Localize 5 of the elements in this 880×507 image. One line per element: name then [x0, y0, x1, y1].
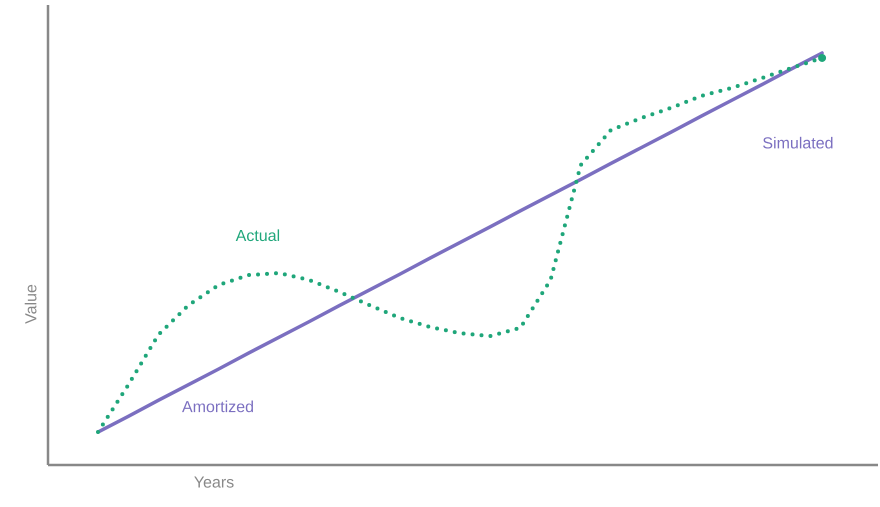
- x-axis-title: Years: [194, 476, 234, 488]
- text: Simulated: [763, 136, 832, 149]
- y-axis-title: Value: [24, 284, 36, 324]
- series-label: Actual: [236, 229, 280, 242]
- annotation: Amortized: [182, 400, 253, 412]
